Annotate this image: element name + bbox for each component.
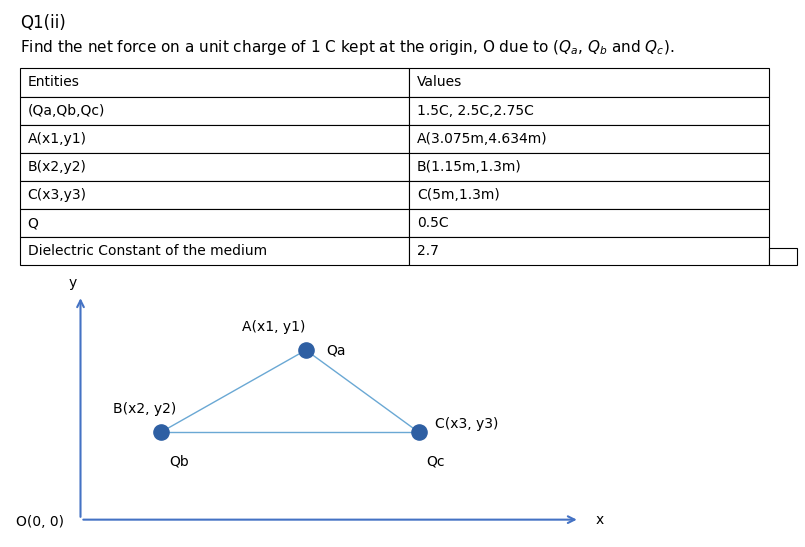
Text: x: x (596, 513, 604, 527)
Text: A(3.075m,4.634m): A(3.075m,4.634m) (417, 132, 547, 146)
Bar (20, 181, 410, 209)
Text: B(x2,y2): B(x2,y2) (27, 160, 86, 174)
Text: O(0, 0): O(0, 0) (16, 515, 64, 529)
Bar (410, 237, 769, 265)
Bar (20, 96, 410, 125)
Bar (410, 181, 769, 209)
Text: 2.7: 2.7 (417, 244, 439, 258)
Bar (20, 125, 410, 153)
Bar (410, 96, 769, 125)
Bar (410, 68, 769, 96)
Text: C(x3,y3): C(x3,y3) (27, 188, 87, 202)
Bar (410, 125, 769, 153)
Bar (20, 237, 410, 265)
Text: Values: Values (417, 75, 462, 90)
Text: y: y (68, 276, 76, 290)
Bar (20, 68, 410, 96)
Text: Dielectric Constant of the medium: Dielectric Constant of the medium (27, 244, 266, 258)
Text: 1.5C, 2.5C,2.75C: 1.5C, 2.5C,2.75C (417, 103, 534, 118)
Bar (20, 209, 410, 237)
Text: Q: Q (27, 216, 39, 230)
Text: B(1.15m,1.3m): B(1.15m,1.3m) (417, 160, 522, 174)
Bar (410, 209, 769, 237)
Text: Find the net force on a unit charge of 1 C kept at the origin, O due to ($Q_a$, : Find the net force on a unit charge of 1… (20, 38, 675, 57)
Text: Entities: Entities (27, 75, 80, 90)
Text: Qc: Qc (427, 454, 445, 468)
Text: C(5m,1.3m): C(5m,1.3m) (417, 188, 500, 202)
Text: B(x2, y2): B(x2, y2) (114, 401, 176, 416)
Text: C(x3, y3): C(x3, y3) (435, 417, 498, 431)
Point (299, 346, 312, 354)
Text: 0.5C: 0.5C (417, 216, 448, 230)
Point (412, 428, 425, 437)
Bar (20, 153, 410, 181)
Bar (410, 153, 769, 181)
Text: A(x1, y1): A(x1, y1) (242, 319, 305, 334)
Text: (Qa,Qb,Qc): (Qa,Qb,Qc) (27, 103, 105, 118)
Point (155, 428, 167, 437)
Bar (769, 248, 797, 265)
Text: Q1(ii): Q1(ii) (20, 14, 66, 32)
Text: A(x1,y1): A(x1,y1) (27, 132, 87, 146)
Text: Qa: Qa (326, 343, 345, 357)
Text: Qb: Qb (169, 454, 189, 468)
